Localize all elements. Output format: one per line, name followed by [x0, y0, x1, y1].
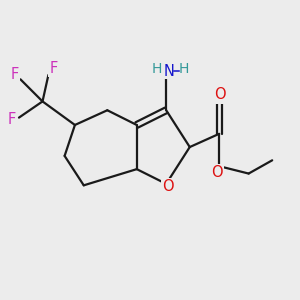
- Text: O: O: [214, 87, 226, 102]
- Text: O: O: [211, 165, 223, 180]
- Text: F: F: [11, 68, 19, 82]
- Text: H: H: [179, 62, 189, 76]
- Text: O: O: [162, 179, 173, 194]
- Text: H: H: [152, 62, 162, 76]
- Text: F: F: [50, 61, 58, 76]
- Text: N: N: [164, 64, 175, 79]
- Text: F: F: [8, 112, 16, 127]
